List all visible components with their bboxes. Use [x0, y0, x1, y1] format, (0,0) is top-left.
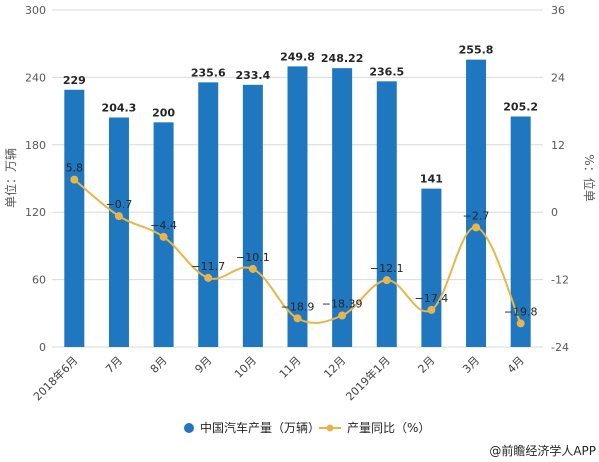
line-value-label: −10.1 — [236, 251, 270, 264]
legend-bar-label: 中国汽车产量（万辆） — [200, 420, 320, 435]
line-value-label: −18.39 — [322, 297, 363, 310]
line-point — [338, 311, 347, 320]
x-tick-label: 9月 — [192, 354, 214, 376]
right-tick-label: -12 — [551, 274, 569, 287]
legend: 中国汽车产量（万辆） 产量同比（%） — [184, 420, 430, 435]
right-tick-label: 36 — [551, 4, 565, 17]
right-tick-label: 24 — [551, 71, 565, 84]
line-value-label: −4.4 — [150, 219, 177, 232]
line-value-label: −2.7 — [463, 209, 490, 222]
bar-value-label: 233.4 — [235, 69, 270, 82]
bar — [108, 117, 129, 348]
left-tick-label: 120 — [25, 206, 46, 219]
left-axis-ticks: 0 60 120 180 240 300 — [25, 4, 46, 354]
left-tick-label: 0 — [39, 341, 46, 354]
line-path — [73, 178, 522, 324]
line-point — [427, 305, 436, 314]
bar-value-label: 204.3 — [102, 102, 137, 115]
bar — [242, 84, 263, 348]
right-axis-ticks: -24 -12 0 12 24 36 — [551, 4, 569, 354]
bar-value-label: 235.6 — [191, 66, 226, 79]
line-value-label: −11.7 — [191, 260, 225, 273]
bar — [64, 89, 85, 348]
bar — [510, 116, 531, 347]
line-value-label: −0.7 — [106, 198, 133, 211]
left-tick-label: 60 — [32, 274, 46, 287]
bar-value-label: 249.8 — [280, 50, 315, 63]
bar — [198, 82, 219, 348]
right-tick-label: -24 — [551, 341, 569, 354]
bar — [287, 66, 308, 348]
bar-value-label: 141 — [420, 173, 443, 186]
x-tick-label: 2月 — [416, 354, 438, 376]
left-axis-title: 单位：万辆 — [3, 148, 18, 208]
bar-value-label: 255.8 — [459, 44, 494, 57]
right-tick-label: 0 — [551, 206, 558, 219]
line-point — [516, 319, 525, 328]
line-point — [204, 273, 213, 282]
line-point — [293, 314, 302, 323]
bar-value-label: 205.2 — [503, 100, 538, 113]
legend-line-dot — [326, 424, 334, 432]
x-tick-label: 3月 — [460, 354, 482, 376]
x-tick-label: 10月 — [232, 354, 259, 381]
line-value-label: −18.9 — [281, 300, 315, 313]
line-value-label: −17.4 — [415, 292, 449, 305]
legend-bar-marker — [184, 423, 194, 433]
line-point — [472, 223, 481, 232]
line-point — [70, 175, 79, 184]
left-tick-label: 240 — [25, 71, 46, 84]
line-point — [159, 232, 168, 241]
x-tick-label: 7月 — [103, 354, 125, 376]
left-tick-label: 300 — [25, 4, 46, 17]
x-tick-label: 4月 — [505, 354, 527, 376]
line-series: 5.8 −0.7 −4.4 −11.7 −10.1 −18.9 −18.39 −12.1 −17… — [66, 162, 538, 328]
right-tick-label: 12 — [551, 139, 565, 152]
bar — [421, 188, 442, 347]
left-tick-label: 180 — [25, 139, 46, 152]
bar-value-label: 248.22 — [321, 52, 363, 65]
x-tick-label: 11月 — [277, 354, 304, 381]
line-value-label: 5.8 — [66, 162, 84, 175]
bar — [332, 68, 353, 347]
line-value-label: −12.1 — [370, 262, 404, 275]
bar-value-label: 229 — [63, 74, 86, 87]
bar — [376, 81, 397, 347]
bar-value-label: 200 — [152, 106, 175, 119]
x-tick-label: 12月 — [321, 354, 348, 381]
x-tick-label: 8月 — [148, 354, 170, 376]
line-point — [382, 276, 391, 285]
x-tick-label: 2019年1月 — [343, 353, 393, 403]
x-tick-label: 2018年6月 — [30, 353, 80, 403]
bar — [466, 59, 487, 347]
line-value-label: −19.8 — [504, 305, 538, 318]
legend-line-label: 产量同比（%） — [347, 421, 430, 435]
bar-value-label: 236.5 — [369, 65, 404, 78]
line-point — [114, 212, 123, 221]
source-watermark: @前瞻经济学人APP — [489, 443, 596, 458]
right-axis-title: %：位单 — [582, 154, 597, 201]
line-point — [248, 264, 257, 273]
